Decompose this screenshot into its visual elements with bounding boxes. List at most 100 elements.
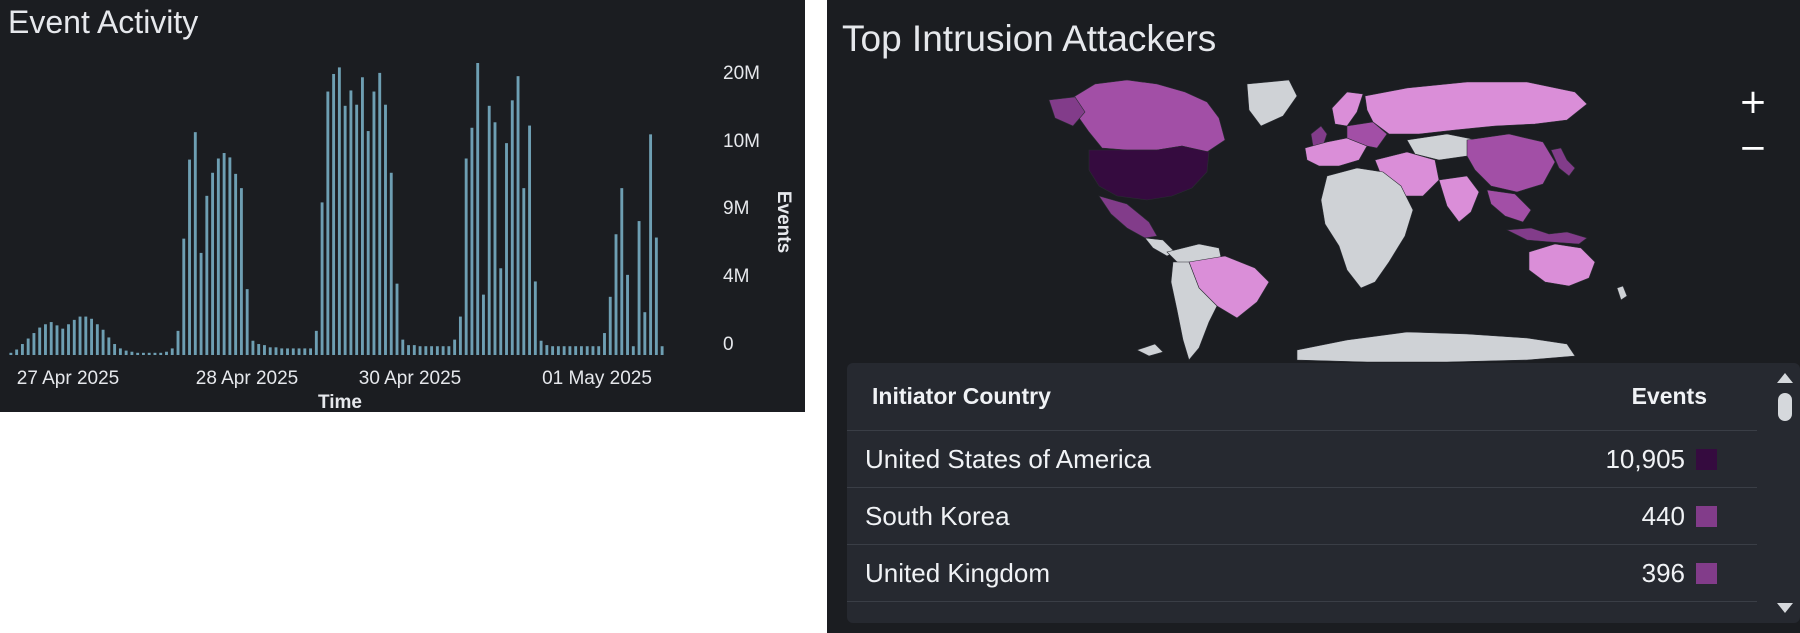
event-bar[interactable] xyxy=(228,157,232,355)
event-bar[interactable] xyxy=(620,188,624,355)
event-bar[interactable] xyxy=(15,349,19,355)
event-bar[interactable] xyxy=(424,346,428,355)
event-bar[interactable] xyxy=(314,330,318,355)
map-region-scandinavia[interactable] xyxy=(1331,91,1364,127)
event-bar[interactable] xyxy=(378,72,382,355)
event-bar[interactable] xyxy=(280,348,284,355)
event-bar[interactable] xyxy=(458,316,462,355)
event-bar[interactable] xyxy=(384,104,387,356)
event-bar[interactable] xyxy=(251,340,255,355)
event-bar[interactable] xyxy=(505,143,508,355)
event-bar[interactable] xyxy=(499,268,503,355)
event-bar[interactable] xyxy=(20,344,24,355)
event-bar[interactable] xyxy=(654,237,658,355)
scroll-up-icon[interactable] xyxy=(1777,373,1793,383)
event-bar[interactable] xyxy=(412,345,416,355)
event-bar[interactable] xyxy=(447,346,451,355)
event-bar[interactable] xyxy=(608,296,612,355)
event-bar[interactable] xyxy=(401,339,405,355)
column-header-events[interactable]: Events xyxy=(1631,383,1707,409)
map-region-antarctica[interactable] xyxy=(1296,331,1576,363)
table-row[interactable]: United States of America 10,905 xyxy=(847,431,1757,488)
map-region-indonesia[interactable] xyxy=(1505,227,1588,245)
map-region-korea-japan[interactable] xyxy=(1550,147,1576,177)
event-bar[interactable] xyxy=(291,348,295,355)
event-bar[interactable] xyxy=(101,329,105,355)
map-region-southeast-asia[interactable] xyxy=(1486,189,1532,223)
event-bar[interactable] xyxy=(216,158,220,356)
event-bar[interactable] xyxy=(55,325,59,355)
event-bar[interactable] xyxy=(147,352,151,355)
map-region-india[interactable] xyxy=(1438,175,1480,223)
event-bar[interactable] xyxy=(545,345,549,355)
event-bar[interactable] xyxy=(153,352,157,355)
event-bar[interactable] xyxy=(199,252,203,355)
map-region-canada[interactable] xyxy=(1071,79,1226,153)
event-bar[interactable] xyxy=(141,352,145,355)
event-bar[interactable] xyxy=(118,348,122,355)
event-bar[interactable] xyxy=(239,188,243,355)
event-bar[interactable] xyxy=(113,344,117,355)
event-bar[interactable] xyxy=(389,172,393,355)
event-bar[interactable] xyxy=(430,346,434,355)
event-bar[interactable] xyxy=(626,274,629,355)
event-bar[interactable] xyxy=(487,105,491,355)
event-bar[interactable] xyxy=(211,172,215,355)
world-map[interactable] xyxy=(827,0,1800,363)
event-bar[interactable] xyxy=(90,318,94,355)
event-bar[interactable] xyxy=(263,345,266,355)
event-bar[interactable] xyxy=(165,351,168,355)
event-bar[interactable] xyxy=(268,347,272,355)
event-bar[interactable] xyxy=(441,346,445,355)
map-region-south-america-south[interactable] xyxy=(1170,261,1218,361)
event-bar[interactable] xyxy=(597,346,601,355)
table-row[interactable]: United Kingdom 396 xyxy=(847,545,1757,602)
event-bar[interactable] xyxy=(320,202,324,355)
event-bar[interactable] xyxy=(9,352,13,355)
event-bar[interactable] xyxy=(78,316,82,355)
event-bar[interactable] xyxy=(649,134,653,355)
event-bar[interactable] xyxy=(516,76,520,356)
column-header-initiator-country[interactable]: Initiator Country xyxy=(872,383,1051,409)
zoom-in-button[interactable]: + xyxy=(1732,82,1774,122)
map-region-usa[interactable] xyxy=(1088,145,1210,201)
event-bar[interactable] xyxy=(395,283,399,355)
event-bar[interactable] xyxy=(418,346,422,355)
event-bar[interactable] xyxy=(603,333,606,355)
event-bar[interactable] xyxy=(637,221,641,355)
event-bar[interactable] xyxy=(568,346,572,355)
event-bar[interactable] xyxy=(326,91,330,355)
event-bar[interactable] xyxy=(366,131,370,355)
event-bar[interactable] xyxy=(72,319,76,355)
event-bar[interactable] xyxy=(38,327,42,355)
event-bar[interactable] xyxy=(303,348,307,355)
event-bar[interactable] xyxy=(631,346,635,355)
map-region-china[interactable] xyxy=(1466,133,1556,193)
event-bar[interactable] xyxy=(407,345,410,355)
event-bar[interactable] xyxy=(528,125,532,355)
map-region-mexico[interactable] xyxy=(1098,195,1158,239)
event-bar[interactable] xyxy=(32,333,36,355)
scroll-thumb[interactable] xyxy=(1778,393,1792,421)
event-bar[interactable] xyxy=(579,346,583,355)
map-region-uk[interactable] xyxy=(1310,125,1328,147)
event-bar[interactable] xyxy=(309,348,313,355)
event-bar[interactable] xyxy=(591,346,595,355)
event-bar[interactable] xyxy=(274,347,278,355)
event-bar[interactable] xyxy=(107,337,111,355)
event-bar[interactable] xyxy=(130,351,134,355)
event-bar[interactable] xyxy=(355,104,359,356)
event-bar[interactable] xyxy=(470,127,474,356)
map-region-greenland[interactable] xyxy=(1246,79,1298,127)
table-scrollbar[interactable] xyxy=(1770,363,1800,623)
event-bar[interactable] xyxy=(286,348,289,355)
event-bar[interactable] xyxy=(551,346,555,355)
event-bar[interactable] xyxy=(26,338,30,355)
event-bar[interactable] xyxy=(643,312,647,355)
event-bar[interactable] xyxy=(614,234,618,355)
map-region-new-zealand[interactable] xyxy=(1616,285,1628,301)
event-bar[interactable] xyxy=(533,281,537,355)
event-bar[interactable] xyxy=(49,322,53,355)
map-region-alaska[interactable] xyxy=(1048,96,1086,127)
event-bar[interactable] xyxy=(124,350,128,355)
